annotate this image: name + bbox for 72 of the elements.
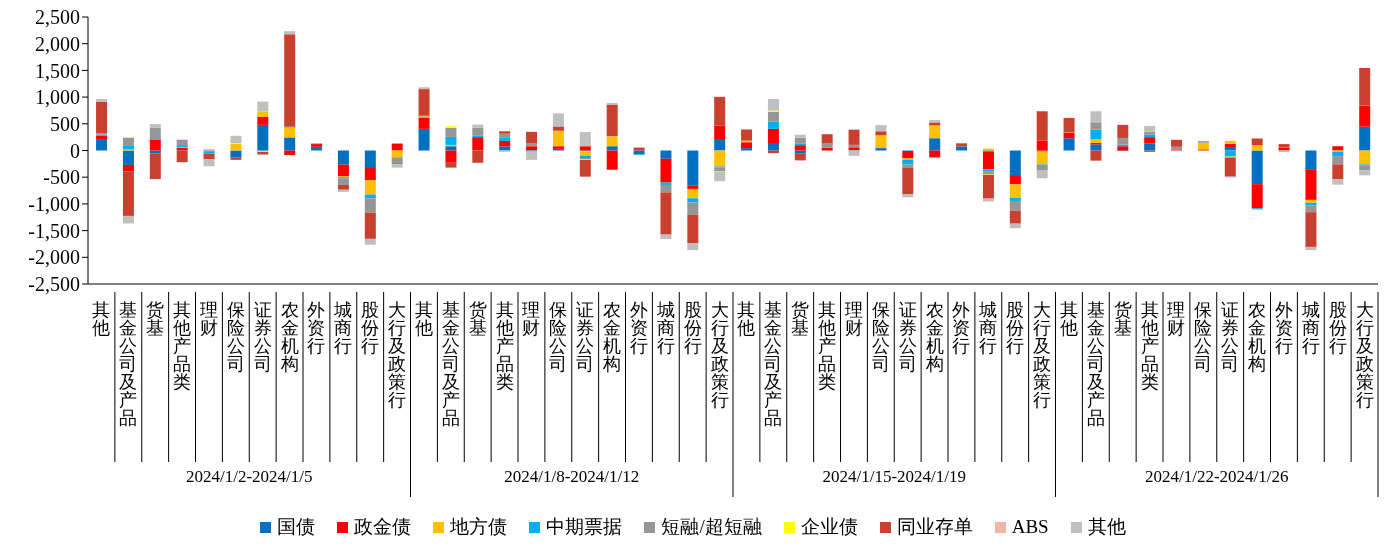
legend-label: 同业存单 <box>896 515 973 539</box>
x-tick-label: 外资行 <box>629 300 648 357</box>
x-tick-label: 货基 <box>791 300 810 339</box>
x-tick-label: 农金机构 <box>924 300 944 375</box>
x-tick-label: 保险公司 <box>1194 300 1213 375</box>
x-tick-label: 其他产品类 <box>495 300 514 393</box>
x-tick-label: 证券公司 <box>576 300 595 375</box>
x-tick-label: 其他 <box>737 300 756 339</box>
y-tick-label: -500 <box>43 166 80 189</box>
x-tick-label: 其他产品类 <box>173 300 192 393</box>
x-tick-label: 其他 <box>414 300 433 339</box>
legend-label: 地方债 <box>450 515 508 539</box>
x-tick-label: 理财 <box>844 300 863 339</box>
x-tick-label: 证券公司 <box>1221 300 1240 375</box>
y-tick-label: 500 <box>50 112 80 135</box>
x-tick-label: 大行及政策行 <box>1355 300 1374 411</box>
x-tick-label: 基金公司及产品 <box>441 300 460 429</box>
x-tick-label: 基金公司及产品 <box>764 300 783 429</box>
x-tick-label: 城商行 <box>655 300 675 357</box>
x-tick-label: 理财 <box>199 300 218 339</box>
legend-label: 短融/超短融 <box>661 515 762 539</box>
y-tick-label: 1,000 <box>35 86 80 109</box>
text: 2024/1/22-2024/1/26 <box>1144 467 1289 486</box>
x-tick-label: 基金公司及产品 <box>119 300 138 429</box>
x-tick-label: 大行及政策行 <box>710 300 729 411</box>
legend-label: 其他 <box>1087 515 1126 539</box>
text: 2024/1/15-2024/1/19 <box>822 467 967 486</box>
x-tick-label: 股份行 <box>1006 300 1025 357</box>
y-tick-label: 2,500 <box>35 6 80 29</box>
y-tick-label: -2,000 <box>28 246 80 269</box>
legend-label: 中期票据 <box>546 515 623 539</box>
legend-label: 企业债 <box>800 515 858 539</box>
x-tick-label: 保险公司 <box>871 300 890 375</box>
x-tick-label: 股份行 <box>1328 300 1347 357</box>
x-tick-label: 货基 <box>1113 300 1132 339</box>
x-tick-label: 理财 <box>1167 300 1186 339</box>
x-tick-label: 农金机构 <box>1247 300 1267 375</box>
x-tick-label: 其他产品类 <box>818 300 837 393</box>
legend-label: 国债 <box>277 515 316 539</box>
x-tick-label: 外资行 <box>1274 300 1293 357</box>
x-tick-label: 基金公司及产品 <box>1086 300 1105 429</box>
x-tick-label: 货基 <box>468 300 487 339</box>
x-tick-label: 其他 <box>92 300 111 339</box>
y-tick-label: 2,000 <box>35 32 80 55</box>
x-tick-label: 城商行 <box>978 300 998 357</box>
x-tick-label: 证券公司 <box>898 300 917 375</box>
text: 2024/1/8-2024/1/12 <box>504 467 640 486</box>
text: 2024/1/2-2024/1/5 <box>185 467 313 486</box>
legend-label: 政金债 <box>354 515 412 539</box>
x-tick-label: 大行及政策行 <box>388 300 407 411</box>
x-tick-label: 外资行 <box>952 300 971 357</box>
x-tick-label: 保险公司 <box>226 300 245 375</box>
x-tick-label: 证券公司 <box>253 300 272 375</box>
x-tick-label: 外资行 <box>307 300 326 357</box>
x-tick-label: 保险公司 <box>549 300 568 375</box>
x-tick-label: 其他 <box>1059 300 1078 339</box>
y-tick-label: -1,500 <box>28 219 80 242</box>
x-tick-label: 理财 <box>522 300 541 339</box>
x-tick-label: 股份行 <box>361 300 380 357</box>
y-tick-label: -1,000 <box>28 193 80 215</box>
x-tick-label: 农金机构 <box>602 300 622 375</box>
y-tick-label: 0 <box>70 139 80 162</box>
y-tick-label: 1,500 <box>35 59 80 82</box>
x-tick-label: 城商行 <box>1300 300 1320 357</box>
x-tick-label: 其他产品类 <box>1140 300 1159 393</box>
y-tick-label: -2,500 <box>28 273 80 296</box>
x-tick-label: 大行及政策行 <box>1033 300 1052 411</box>
x-tick-label: 农金机构 <box>279 300 299 375</box>
x-tick-label: 股份行 <box>683 300 702 357</box>
x-tick-label: 城商行 <box>333 300 353 357</box>
x-tick-label: 货基 <box>146 300 165 339</box>
legend-label: ABS <box>1011 516 1049 538</box>
